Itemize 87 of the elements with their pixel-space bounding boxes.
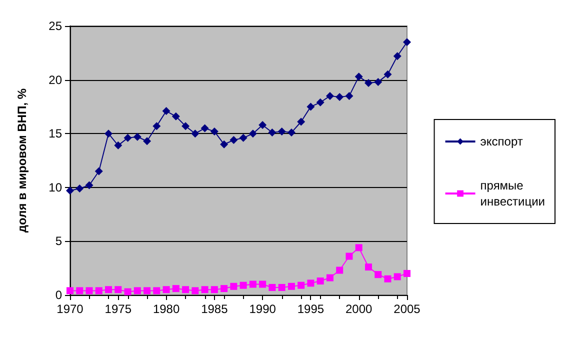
point [316, 278, 324, 285]
point [336, 266, 344, 274]
point [298, 282, 305, 289]
point [105, 286, 112, 294]
point [210, 127, 218, 136]
point [114, 141, 122, 150]
x-tick-label: 1995 [297, 302, 324, 316]
point [326, 274, 334, 282]
point [307, 280, 314, 287]
point [240, 282, 247, 289]
point [220, 140, 228, 148]
point [143, 137, 152, 146]
point [95, 287, 102, 294]
point [259, 280, 266, 288]
point [364, 79, 372, 88]
y-tick-label: 5 [55, 234, 62, 248]
point [124, 288, 132, 296]
point [182, 122, 190, 130]
point [346, 252, 353, 260]
y-tick-label: 15 [48, 126, 62, 141]
point [345, 92, 354, 100]
point [162, 107, 170, 116]
point [306, 102, 315, 111]
point [374, 78, 382, 86]
point [326, 92, 334, 100]
point [278, 127, 286, 136]
legend-label: прямые инвестиции [480, 178, 546, 208]
point [191, 130, 200, 138]
point [114, 286, 122, 294]
point [192, 287, 199, 294]
point [76, 184, 84, 192]
legend-label: экспорт [480, 134, 524, 148]
y-tick-label: 20 [48, 72, 62, 87]
y-axis-title: доля в мировом ВНП, % [15, 88, 29, 233]
point [76, 287, 84, 294]
point [393, 52, 402, 60]
point [172, 285, 180, 292]
point [404, 270, 410, 277]
point [384, 275, 392, 282]
point [162, 286, 170, 294]
point [144, 287, 151, 294]
point [182, 286, 190, 294]
x-tick-label: 1970 [56, 302, 84, 316]
point [134, 287, 141, 294]
point [287, 128, 296, 137]
point [152, 122, 161, 130]
y-tick-label: 10 [48, 180, 62, 194]
point [104, 130, 113, 138]
y-tick-label: 25 [48, 19, 62, 33]
point [201, 286, 208, 294]
point [336, 93, 344, 102]
point [239, 134, 248, 142]
point [297, 118, 306, 126]
point [230, 282, 238, 290]
point [354, 72, 363, 81]
point [85, 181, 94, 190]
point [268, 128, 276, 137]
point [364, 264, 372, 271]
point [249, 280, 256, 288]
point [86, 287, 93, 294]
point [124, 134, 132, 142]
point [278, 284, 286, 291]
point [94, 167, 103, 176]
x-tick-label: 1980 [152, 302, 180, 316]
x-tick-label: 1975 [104, 302, 132, 316]
x-tick-label: 2005 [394, 302, 421, 316]
point [288, 282, 295, 290]
point [220, 285, 228, 292]
x-tick-label: 1985 [201, 302, 228, 316]
x-tick-label: 1990 [249, 302, 276, 316]
point [355, 244, 362, 252]
point [268, 284, 276, 291]
point [374, 271, 382, 278]
point [172, 112, 180, 120]
point [316, 98, 324, 106]
point [133, 132, 142, 141]
point [210, 286, 218, 294]
point [384, 70, 392, 78]
point [394, 273, 401, 280]
point [230, 136, 238, 144]
point [200, 124, 209, 132]
point [153, 287, 160, 294]
point [258, 120, 267, 129]
point [403, 38, 411, 46]
y-tick-label: 0 [55, 288, 62, 302]
x-tick-label: 2000 [346, 302, 373, 316]
point [248, 130, 257, 138]
